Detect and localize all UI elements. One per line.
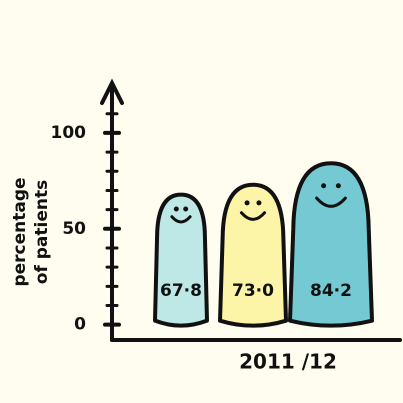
eye (173, 206, 179, 212)
figure (153, 192, 209, 328)
figure (288, 161, 374, 328)
smile (239, 211, 267, 221)
figure (218, 182, 288, 328)
y-tick-label: 100 (51, 123, 87, 143)
smile (315, 196, 347, 208)
data-label: 84·2 (310, 281, 352, 301)
y-tick-label: 50 (62, 219, 86, 239)
x-tick-label: 2011 /12 (239, 350, 337, 374)
eye (321, 183, 327, 189)
data-label: 73·0 (232, 281, 274, 301)
eye (183, 206, 189, 212)
eye (335, 183, 341, 189)
y-axis-label: of patients (32, 180, 52, 284)
eye (256, 200, 262, 206)
data-label: 67·8 (160, 281, 202, 301)
y-axis-arrow (100, 78, 124, 105)
y-axis-label: percentage (10, 177, 30, 286)
smile (170, 215, 192, 224)
eye (244, 200, 250, 206)
y-tick-label: 0 (74, 315, 86, 335)
